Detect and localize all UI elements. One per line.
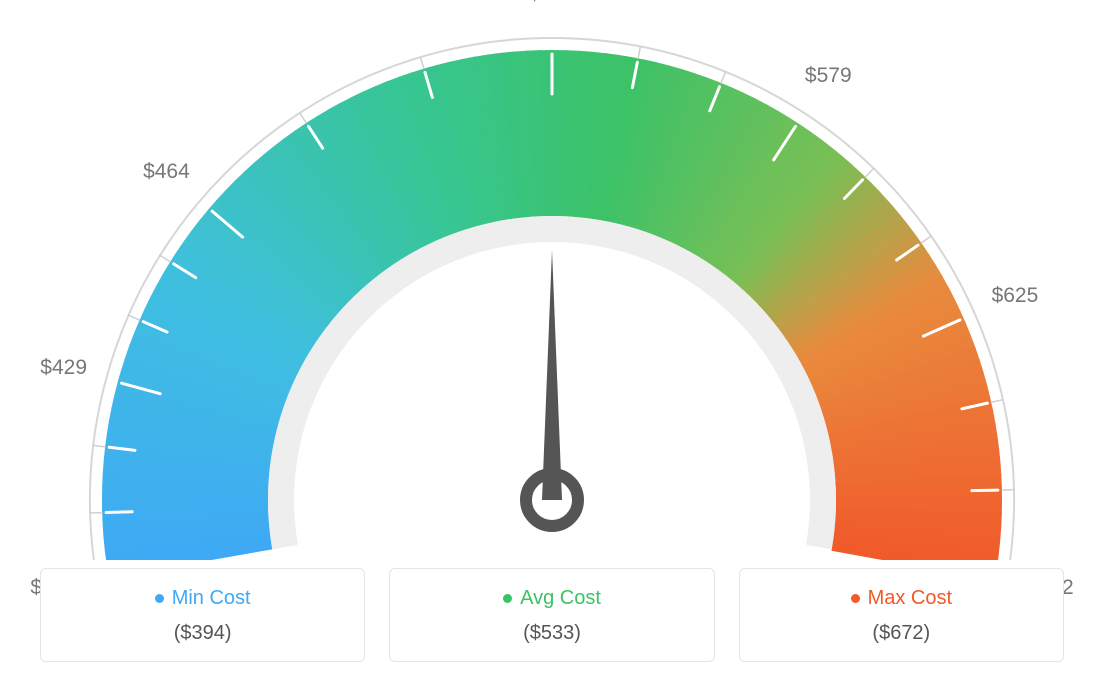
gauge-svg <box>0 0 1104 560</box>
gauge-tick-label: $429 <box>40 356 87 380</box>
legend-row: Min Cost ($394) Avg Cost ($533) Max Cost… <box>40 568 1064 662</box>
gauge-tick-label: $464 <box>143 160 190 184</box>
legend-label-max: Max Cost <box>868 587 952 610</box>
legend-value-max: ($672) <box>750 622 1053 645</box>
legend-dot-max <box>851 594 860 603</box>
legend-dot-avg <box>503 594 512 603</box>
legend-card-max: Max Cost ($672) <box>739 568 1064 662</box>
legend-label-avg: Avg Cost <box>520 587 601 610</box>
gauge-tick-label: $579 <box>805 64 852 88</box>
gauge-area: $394$429$464$533$579$625$672 <box>0 0 1104 560</box>
legend-label-min: Min Cost <box>172 587 251 610</box>
gauge-tick-label: $533 <box>529 0 576 6</box>
cost-gauge-container: $394$429$464$533$579$625$672 Min Cost ($… <box>0 0 1104 690</box>
legend-title-avg: Avg Cost <box>503 587 601 610</box>
legend-value-min: ($394) <box>51 622 354 645</box>
legend-title-max: Max Cost <box>851 587 952 610</box>
legend-card-min: Min Cost ($394) <box>40 568 365 662</box>
legend-title-min: Min Cost <box>155 587 251 610</box>
legend-value-avg: ($533) <box>400 622 703 645</box>
legend-card-avg: Avg Cost ($533) <box>389 568 714 662</box>
gauge-tick-label: $625 <box>992 284 1039 308</box>
legend-dot-min <box>155 594 164 603</box>
